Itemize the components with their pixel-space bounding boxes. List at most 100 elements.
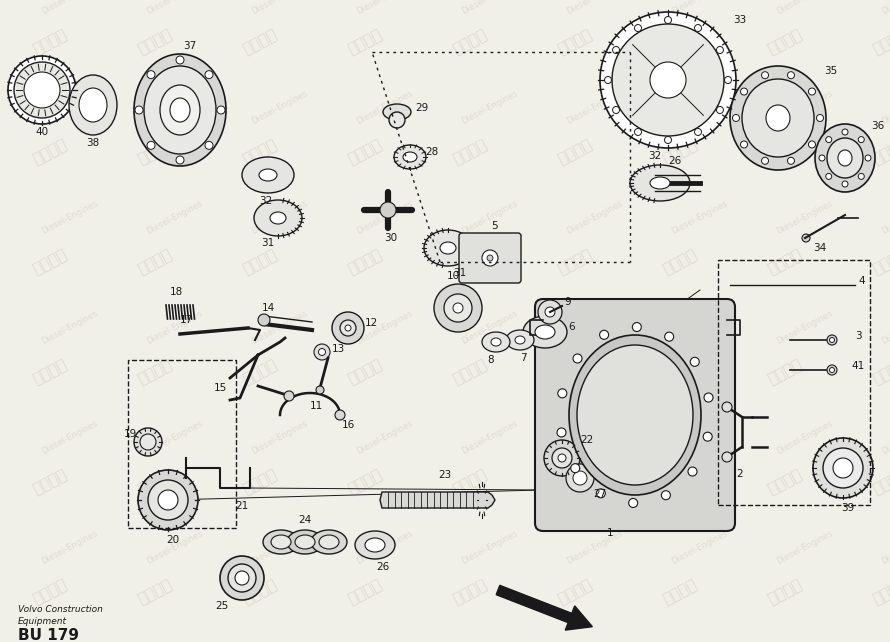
Text: 紫发动力: 紫发动力 xyxy=(660,467,700,497)
Circle shape xyxy=(487,255,493,261)
Text: Diesel-Engines: Diesel-Engines xyxy=(40,89,100,126)
Text: 紫发动力: 紫发动力 xyxy=(30,467,69,497)
Circle shape xyxy=(570,464,579,473)
Text: 41: 41 xyxy=(852,361,864,371)
Text: 38: 38 xyxy=(86,138,100,148)
Ellipse shape xyxy=(79,88,107,122)
Text: 8: 8 xyxy=(488,355,494,365)
Text: 紫发动力: 紫发动力 xyxy=(660,27,700,57)
Ellipse shape xyxy=(144,66,216,154)
FancyBboxPatch shape xyxy=(535,299,735,531)
Circle shape xyxy=(340,320,356,336)
Text: 17: 17 xyxy=(180,315,192,325)
Ellipse shape xyxy=(383,104,411,120)
Text: 7: 7 xyxy=(520,353,526,363)
Text: Diesel-Engines: Diesel-Engines xyxy=(880,198,890,236)
Text: 14: 14 xyxy=(262,303,275,313)
Ellipse shape xyxy=(14,62,70,118)
Circle shape xyxy=(762,157,769,164)
Circle shape xyxy=(545,307,555,317)
Text: 16: 16 xyxy=(342,420,354,430)
Polygon shape xyxy=(380,492,495,508)
Circle shape xyxy=(345,325,351,331)
Text: 紫发动力: 紫发动力 xyxy=(135,247,174,277)
Circle shape xyxy=(691,358,700,367)
Circle shape xyxy=(557,428,566,437)
Text: 15: 15 xyxy=(214,383,227,393)
Circle shape xyxy=(740,88,748,95)
Text: 紫发动力: 紫发动力 xyxy=(870,137,890,167)
Circle shape xyxy=(819,155,825,161)
Text: 紫发动力: 紫发动力 xyxy=(555,27,595,57)
Text: Diesel-Engines: Diesel-Engines xyxy=(775,198,835,236)
Circle shape xyxy=(258,314,270,326)
Text: 紫发动力: 紫发动力 xyxy=(240,467,279,497)
Ellipse shape xyxy=(515,336,525,344)
Ellipse shape xyxy=(535,325,555,339)
Circle shape xyxy=(665,17,671,24)
Text: 27: 27 xyxy=(594,489,607,499)
Text: 紫发动力: 紫发动力 xyxy=(555,247,595,277)
Text: 紫发动力: 紫发动力 xyxy=(765,247,805,277)
Circle shape xyxy=(217,106,225,114)
Text: 紫发动力: 紫发动力 xyxy=(765,577,805,607)
Text: Diesel-Engines: Diesel-Engines xyxy=(670,89,730,126)
Text: Diesel-Engines: Diesel-Engines xyxy=(880,308,890,345)
Text: 33: 33 xyxy=(733,15,747,25)
Text: 2: 2 xyxy=(737,469,743,479)
Text: Diesel-Engines: Diesel-Engines xyxy=(460,0,520,15)
Ellipse shape xyxy=(259,169,277,181)
Circle shape xyxy=(228,564,256,592)
Ellipse shape xyxy=(650,62,686,98)
Text: 26: 26 xyxy=(668,156,682,166)
Circle shape xyxy=(724,76,732,83)
Text: Diesel-Engines: Diesel-Engines xyxy=(880,0,890,15)
Circle shape xyxy=(762,72,769,79)
Text: Diesel-Engines: Diesel-Engines xyxy=(250,89,310,126)
Ellipse shape xyxy=(295,535,315,549)
Text: 紫发动力: 紫发动力 xyxy=(555,137,595,167)
Text: 紫发动力: 紫发动力 xyxy=(135,467,174,497)
Text: Diesel-Engines: Diesel-Engines xyxy=(775,308,835,345)
Text: Diesel-Engines: Diesel-Engines xyxy=(460,198,520,236)
Circle shape xyxy=(135,106,143,114)
Circle shape xyxy=(176,56,184,64)
Circle shape xyxy=(665,332,674,341)
Ellipse shape xyxy=(270,212,286,224)
Bar xyxy=(128,360,236,528)
Text: Diesel-Engines: Diesel-Engines xyxy=(250,528,310,566)
Text: 紫发动力: 紫发动力 xyxy=(240,577,279,607)
Ellipse shape xyxy=(650,177,670,189)
Text: 30: 30 xyxy=(384,233,398,243)
Text: 紫发动力: 紫发动力 xyxy=(450,467,490,497)
Circle shape xyxy=(235,571,249,585)
Circle shape xyxy=(573,471,587,485)
Ellipse shape xyxy=(827,138,863,178)
Text: 37: 37 xyxy=(183,41,197,51)
Text: 9: 9 xyxy=(564,297,571,307)
Ellipse shape xyxy=(506,330,534,350)
Text: 紫发动力: 紫发动力 xyxy=(765,467,805,497)
Circle shape xyxy=(552,448,572,468)
Circle shape xyxy=(703,432,712,441)
Circle shape xyxy=(858,173,864,179)
Text: Diesel-Engines: Diesel-Engines xyxy=(565,0,625,15)
Circle shape xyxy=(827,335,837,345)
Text: 6: 6 xyxy=(569,322,575,332)
Text: Diesel-Engines: Diesel-Engines xyxy=(565,528,625,566)
Circle shape xyxy=(604,76,611,83)
Text: Diesel-Engines: Diesel-Engines xyxy=(460,528,520,566)
Text: 32: 32 xyxy=(259,196,272,206)
Text: 10: 10 xyxy=(447,271,459,281)
Text: 4: 4 xyxy=(859,276,865,286)
Circle shape xyxy=(740,141,748,148)
Text: Diesel-Engines: Diesel-Engines xyxy=(40,528,100,566)
Circle shape xyxy=(694,128,701,135)
Circle shape xyxy=(600,330,609,340)
Text: BU 179: BU 179 xyxy=(18,629,79,642)
Circle shape xyxy=(558,389,567,398)
Text: Diesel-Engines: Diesel-Engines xyxy=(565,89,625,126)
Text: 紫发动力: 紫发动力 xyxy=(135,137,174,167)
Circle shape xyxy=(138,470,198,530)
Ellipse shape xyxy=(491,338,501,346)
